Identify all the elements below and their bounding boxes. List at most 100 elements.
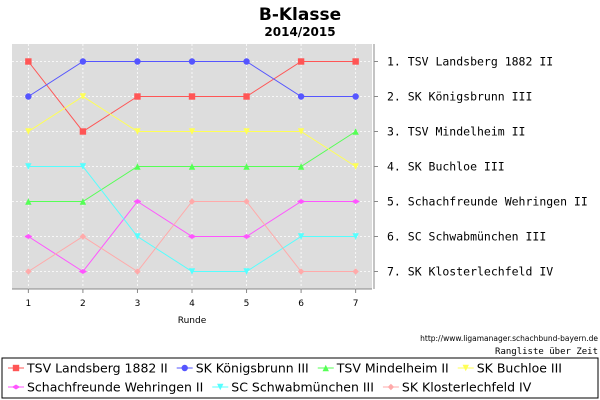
- x-tick-label: 1: [25, 299, 31, 309]
- series-marker: [296, 198, 306, 205]
- series-marker: [297, 163, 305, 170]
- rank-label: 2. SK Königsbrunn III: [387, 90, 532, 104]
- series-marker: [217, 383, 224, 391]
- legend-box: [1, 357, 599, 399]
- series-marker: [79, 58, 87, 65]
- series-marker: [351, 198, 360, 205]
- series-marker: [181, 364, 188, 372]
- series-marker: [25, 58, 32, 65]
- series: [25, 198, 359, 275]
- x-tick-label: 4: [189, 299, 195, 309]
- series-marker: [387, 383, 395, 391]
- series-marker: [12, 364, 20, 372]
- series-marker: [25, 198, 32, 205]
- series: [25, 93, 359, 170]
- series-marker: [297, 128, 305, 135]
- series-marker: [297, 268, 305, 275]
- rank-label: 3. TSV Mindelheim II: [387, 125, 525, 139]
- rank-label: 1. TSV Landsberg 1882 II: [387, 55, 553, 69]
- x-tick-label: 2: [80, 299, 86, 309]
- footer-label: Rangliste über Zeit: [495, 347, 598, 357]
- legend: TSV Landsberg 1882 II SK Königsbrunn III T…: [8, 361, 562, 395]
- rank-label: 6. SC Schwabmünchen III: [387, 230, 546, 244]
- rank-label: 5. Schachfreunde Wehringen II: [387, 195, 588, 209]
- series-marker: [25, 268, 32, 275]
- legend-item: Schachfreunde Wehringen II: [8, 380, 203, 395]
- x-axis-label: Runde: [178, 316, 207, 326]
- legend-label: SK Buchloe III: [477, 361, 562, 376]
- series-marker: [243, 163, 250, 170]
- series-marker: [134, 128, 141, 135]
- series-marker: [242, 233, 251, 240]
- rank-label: 4. SK Buchloe III: [387, 160, 505, 174]
- x-tick-label: 6: [298, 299, 304, 309]
- series-marker: [243, 128, 250, 135]
- series-marker: [188, 163, 196, 170]
- series-marker: [352, 233, 359, 240]
- rank-labels: 1. TSV Landsberg 1882 II 2. SK Königsbrun…: [387, 55, 588, 279]
- series-marker: [188, 268, 196, 275]
- series-marker: [79, 93, 87, 100]
- series-marker: [352, 93, 359, 100]
- series: [25, 128, 359, 205]
- x-tick-label: 7: [353, 299, 359, 309]
- legend-label: TSV Landsberg 1882 II: [26, 361, 168, 376]
- series-marker: [79, 163, 87, 170]
- legend-label: SK Klosterlechfeld IV: [402, 380, 532, 395]
- series: [25, 58, 359, 135]
- series-marker: [134, 93, 141, 100]
- series: [24, 198, 360, 275]
- series: [25, 58, 359, 100]
- series-marker: [11, 384, 21, 390]
- series-marker: [243, 93, 250, 100]
- series-marker: [79, 233, 87, 240]
- series-marker: [297, 58, 305, 65]
- x-tick-label: 3: [135, 299, 141, 309]
- series: [25, 163, 359, 275]
- series-marker: [134, 58, 141, 65]
- legend-label: TSV Mindelheim II: [336, 361, 449, 376]
- axes: [12, 44, 378, 293]
- chart-title: B-Klasse: [259, 5, 341, 25]
- legend-label: SC Schwabmünchen III: [231, 380, 374, 395]
- series-marker: [25, 128, 32, 135]
- series-marker: [24, 233, 33, 240]
- series-marker: [134, 268, 141, 275]
- series-marker: [462, 364, 469, 372]
- series-group: [24, 58, 360, 275]
- series-marker: [187, 233, 197, 240]
- series-marker: [25, 93, 32, 100]
- x-tick-label: 5: [244, 299, 250, 309]
- series-marker: [25, 163, 32, 170]
- legend-label: Schachfreunde Wehringen II: [27, 380, 203, 395]
- series-marker: [79, 128, 87, 135]
- series-marker: [322, 364, 329, 372]
- series-marker: [188, 128, 196, 135]
- legend-item: SK Klosterlechfeld IV: [382, 380, 532, 395]
- x-tick-labels: 1 2 3 4 5 6 7: [25, 299, 358, 309]
- series-marker: [79, 198, 87, 205]
- series-marker: [188, 198, 196, 205]
- rank-label: 7. SK Klosterlechfeld IV: [387, 265, 553, 279]
- series-marker: [243, 58, 250, 65]
- series-marker: [243, 198, 250, 205]
- series-marker: [352, 58, 359, 65]
- source-url: http://www.ligamanager.schachbund-bayern…: [420, 334, 598, 343]
- series-marker: [297, 233, 305, 240]
- series-marker: [352, 163, 359, 170]
- legend-label: SK Königsbrunn III: [196, 361, 309, 376]
- series-marker: [243, 268, 250, 275]
- series-marker: [352, 128, 359, 135]
- series-marker: [134, 163, 141, 170]
- series-marker: [188, 93, 196, 100]
- legend-item: TSV Mindelheim II: [317, 361, 449, 376]
- legend-item: SC Schwabmünchen III: [212, 380, 374, 395]
- legend-item: SK Königsbrunn III: [176, 361, 309, 376]
- series-marker: [78, 268, 88, 275]
- series-marker: [188, 58, 196, 65]
- series-marker: [134, 233, 141, 240]
- series-marker: [133, 198, 142, 205]
- legend-item: SK Buchloe III: [457, 361, 562, 376]
- series-marker: [352, 268, 359, 275]
